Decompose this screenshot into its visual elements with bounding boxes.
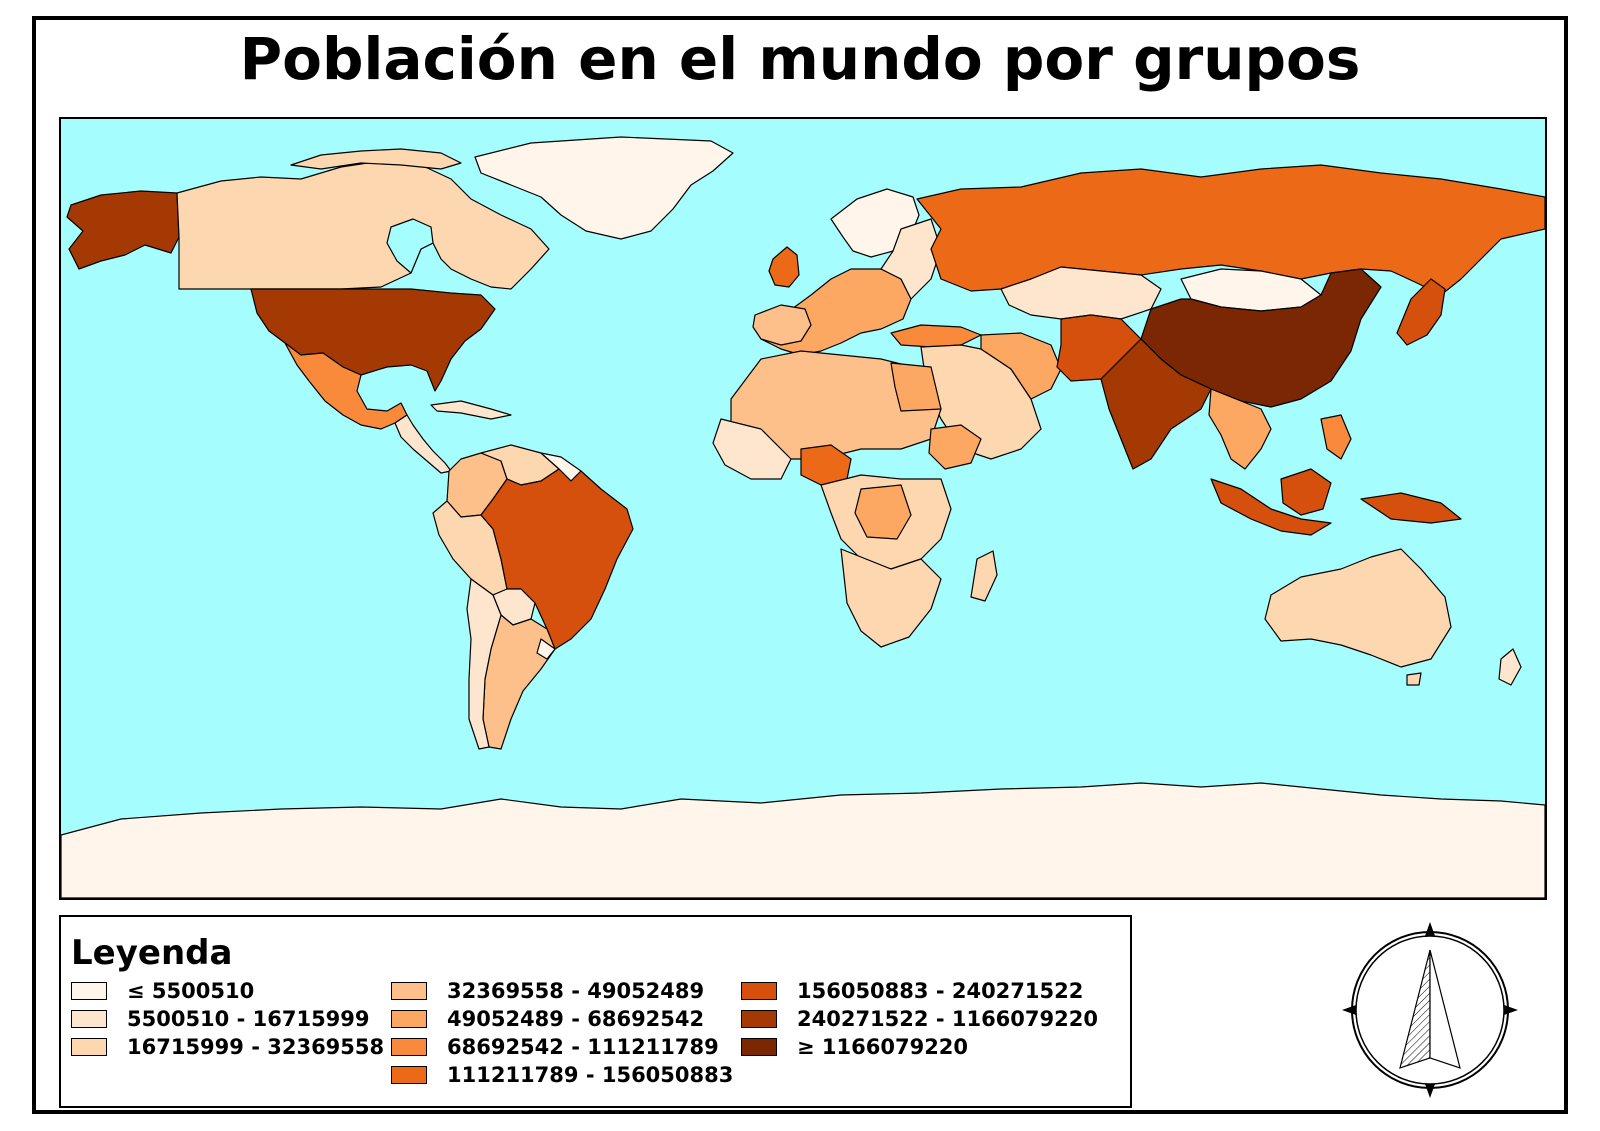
legend-item: 68692542 - 111211789: [391, 1035, 719, 1059]
australia: [1264, 548, 1452, 668]
world-map: [59, 117, 1547, 900]
legend-label: ≥ 1166079220: [797, 1035, 969, 1059]
map-legend: Leyenda ≤ 5500510 5500510 - 16715999 16715…: [59, 915, 1132, 1108]
hudson-bay: [386, 218, 434, 274]
brazil: [480, 468, 634, 650]
legend-item: 5500510 - 16715999: [71, 1007, 370, 1031]
legend-label: ≤ 5500510: [127, 979, 255, 1003]
legend-item: ≥ 1166079220: [741, 1035, 968, 1059]
iberia: [752, 304, 812, 346]
legend-swatch: [741, 982, 777, 1000]
india: [1100, 338, 1212, 470]
antarctica: [61, 782, 1545, 898]
legend-swatch: [391, 1038, 427, 1056]
legend-item: 49052489 - 68692542: [391, 1007, 704, 1031]
legend-item: 240271522 - 1166079220: [741, 1007, 1098, 1031]
legend-item: 32369558 - 49052489: [391, 979, 704, 1003]
legend-item: 16715999 - 32369558: [71, 1035, 384, 1059]
borneo: [1280, 468, 1332, 516]
north-arrow-icon: [1340, 920, 1520, 1100]
southeast-asia: [1208, 388, 1272, 470]
legend-swatch: [71, 1038, 107, 1056]
legend-swatch: [71, 982, 107, 1000]
legend-label: 32369558 - 49052489: [447, 979, 705, 1003]
tasmania: [1406, 672, 1422, 686]
japan: [1396, 278, 1446, 346]
legend-label: 16715999 - 32369558: [127, 1035, 385, 1059]
legend-label: 240271522 - 1166079220: [797, 1007, 1098, 1031]
turkey: [890, 324, 982, 348]
legend-item: ≤ 5500510: [71, 979, 254, 1003]
west-africa: [712, 418, 792, 480]
madagascar: [970, 550, 998, 602]
legend-swatch: [741, 1010, 777, 1028]
map-title: Población en el mundo por grupos: [239, 25, 1361, 93]
caribbean: [430, 400, 512, 420]
new-guinea: [1360, 492, 1462, 524]
mexico: [284, 342, 408, 430]
legend-swatch: [391, 1010, 427, 1028]
ethiopia: [928, 424, 982, 470]
legend-label: 5500510 - 16715999: [127, 1007, 370, 1031]
eastern-europe: [880, 218, 942, 300]
legend-swatch: [741, 1038, 777, 1056]
central-america: [394, 414, 452, 474]
legend-item: 156050883 - 240271522: [741, 979, 1083, 1003]
legend-swatch: [71, 1010, 107, 1028]
map-canvas: [61, 119, 1545, 898]
southern-africa: [840, 548, 942, 648]
iran: [980, 332, 1062, 400]
legend-title: Leyenda: [71, 933, 233, 973]
legend-label: 156050883 - 240271522: [797, 979, 1084, 1003]
philippines: [1320, 414, 1352, 460]
drc: [854, 484, 912, 540]
indonesia: [1210, 478, 1332, 536]
egypt: [890, 362, 942, 412]
legend-swatch: [391, 1066, 427, 1084]
canada: [176, 160, 550, 290]
legend-label: 68692542 - 111211789: [447, 1035, 719, 1059]
alaska: [66, 190, 180, 270]
uruguay: [536, 638, 556, 660]
arctic-islands: [290, 148, 462, 170]
new-zealand: [1498, 648, 1522, 686]
chile: [466, 578, 502, 750]
legend-label: 49052489 - 68692542: [447, 1007, 705, 1031]
legend-item: 111211789 - 156050883: [391, 1063, 733, 1087]
legend-label: 111211789 - 156050883: [447, 1063, 734, 1087]
uk: [768, 246, 800, 288]
legend-swatch: [391, 982, 427, 1000]
greenland: [474, 136, 734, 240]
